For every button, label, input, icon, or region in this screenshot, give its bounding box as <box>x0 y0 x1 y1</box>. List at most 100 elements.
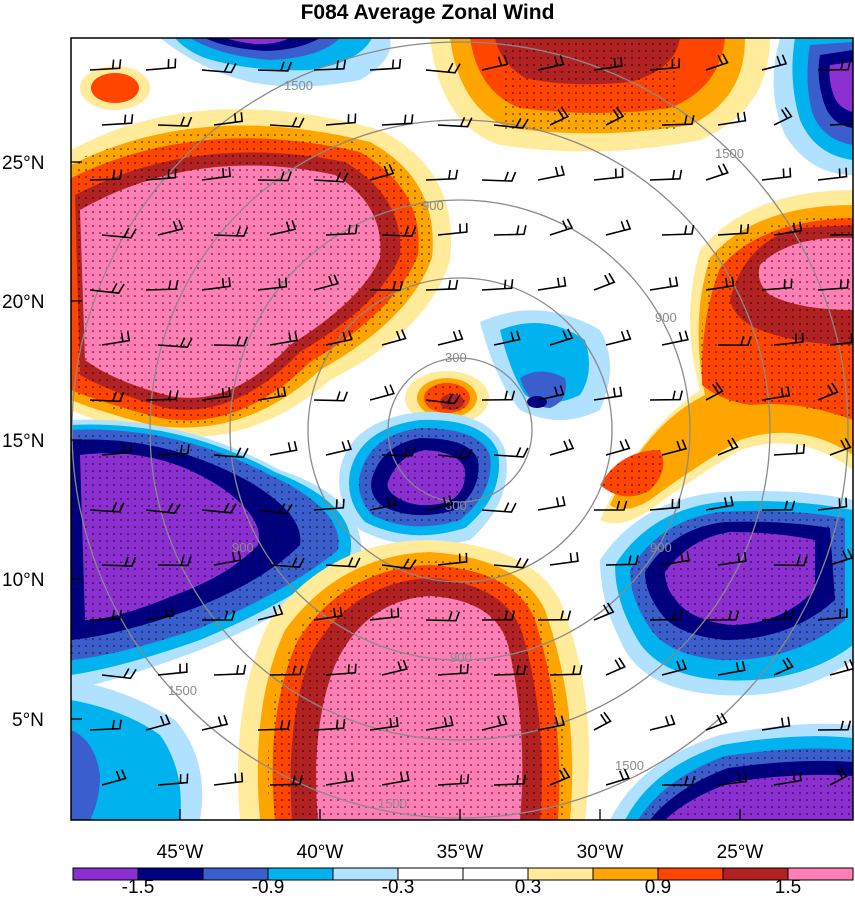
wind-barb <box>829 437 852 456</box>
wind-barb <box>425 611 461 622</box>
wind-barb <box>381 771 410 786</box>
contour-top-right-blue <box>773 38 853 175</box>
wind-barb <box>381 226 417 237</box>
contour-right-lower-blue <box>600 491 853 696</box>
wind-barb <box>145 606 175 621</box>
lon-label-45w: 45°W <box>157 842 204 863</box>
wind-barb <box>661 224 695 236</box>
wind-barb <box>101 331 131 346</box>
ring-label-900-left: 900 <box>232 540 254 555</box>
colorbar-swatch <box>787 867 854 881</box>
wind-barb <box>593 500 628 511</box>
wind-barb <box>761 278 793 291</box>
wind-barb <box>593 386 623 401</box>
wind-barb <box>481 171 517 182</box>
wind-barb <box>157 444 190 456</box>
wind-barb <box>705 712 728 731</box>
lon-label-30w: 30°W <box>577 842 624 863</box>
wind-barb <box>817 278 849 291</box>
wind-barb <box>213 550 242 566</box>
wind-barb <box>817 497 848 511</box>
wind-barb <box>493 447 529 458</box>
wind-barb <box>313 391 349 402</box>
wind-barb <box>213 447 249 459</box>
wind-barb <box>717 223 750 236</box>
contour-top-left-small <box>80 66 150 110</box>
wind-barb <box>593 711 612 731</box>
wind-barb <box>201 502 237 514</box>
wind-barb <box>817 60 852 71</box>
wind-barb <box>201 715 229 731</box>
wind-barb <box>369 384 395 401</box>
wind-barb <box>269 557 305 568</box>
wind-barb <box>213 112 244 126</box>
ring-label-1500-bottom: 1500 <box>378 796 407 811</box>
wind-barb <box>437 552 468 566</box>
range-ring-600 <box>307 277 613 583</box>
ring-label-1500-lower-right: 1500 <box>615 758 644 773</box>
wind-barb <box>437 774 470 786</box>
wind-barb <box>425 495 453 511</box>
wind-barb <box>593 167 624 181</box>
wind-barb <box>213 664 247 676</box>
wind-barb <box>537 496 566 511</box>
wind-barb <box>705 610 740 621</box>
wind-barb <box>717 335 752 347</box>
wind-barb <box>761 716 791 731</box>
wind-barb <box>649 276 679 291</box>
wind-barb <box>829 333 853 346</box>
wind-barb <box>493 330 521 346</box>
wind-barb <box>493 557 529 569</box>
contour-lower-center-warm <box>238 540 590 820</box>
wind-barb <box>313 172 349 183</box>
wind-barbs <box>89 53 853 786</box>
wind-barb <box>761 167 792 181</box>
wind-barb <box>661 330 689 346</box>
range-ring-300 <box>387 357 533 503</box>
wind-barb <box>145 279 179 291</box>
wind-barb <box>201 167 232 181</box>
contour-center-low-blue <box>339 411 507 546</box>
wind-barb <box>773 221 803 236</box>
wind-barb <box>369 607 400 621</box>
lat-label-10n: 10°N <box>2 570 44 591</box>
wind-barb <box>269 220 297 236</box>
wind-barb <box>157 116 193 127</box>
wind-barb <box>101 668 137 680</box>
wind-barb <box>773 106 793 126</box>
wind-barb <box>493 664 527 676</box>
wind-barb <box>257 386 287 401</box>
wind-barb <box>325 771 355 786</box>
wind-barb <box>829 230 853 236</box>
wind-barb <box>257 604 284 621</box>
wind-barb <box>257 503 293 515</box>
map-title: F084 Average Zonal Wind <box>300 1 555 24</box>
wind-barb <box>661 659 688 676</box>
wind-barb <box>761 609 794 621</box>
wind-barb <box>157 337 193 349</box>
contour-center-small-warm <box>405 371 489 425</box>
wind-barb <box>661 115 695 126</box>
wind-barb <box>817 167 848 181</box>
wind-barb <box>549 438 575 456</box>
wind-barb <box>313 606 343 621</box>
wind-barb <box>213 336 248 347</box>
wind-barb <box>605 768 630 786</box>
wind-barb <box>325 224 358 236</box>
wind-barb <box>201 387 231 401</box>
wind-barb <box>325 113 357 126</box>
wind-barb <box>157 556 192 567</box>
wind-barb <box>437 116 473 128</box>
wind-barb <box>101 114 134 126</box>
wind-barb <box>549 552 579 566</box>
ring-label-1500-upper-right: 1500 <box>715 146 744 161</box>
wind-barb <box>705 496 734 511</box>
wind-barb <box>817 720 852 731</box>
wind-barb <box>313 274 339 291</box>
wind-barb <box>269 665 303 676</box>
wind-barb <box>381 659 408 676</box>
wind-barb <box>425 279 459 291</box>
wind-barb <box>425 393 461 405</box>
wind-barb <box>829 766 848 786</box>
